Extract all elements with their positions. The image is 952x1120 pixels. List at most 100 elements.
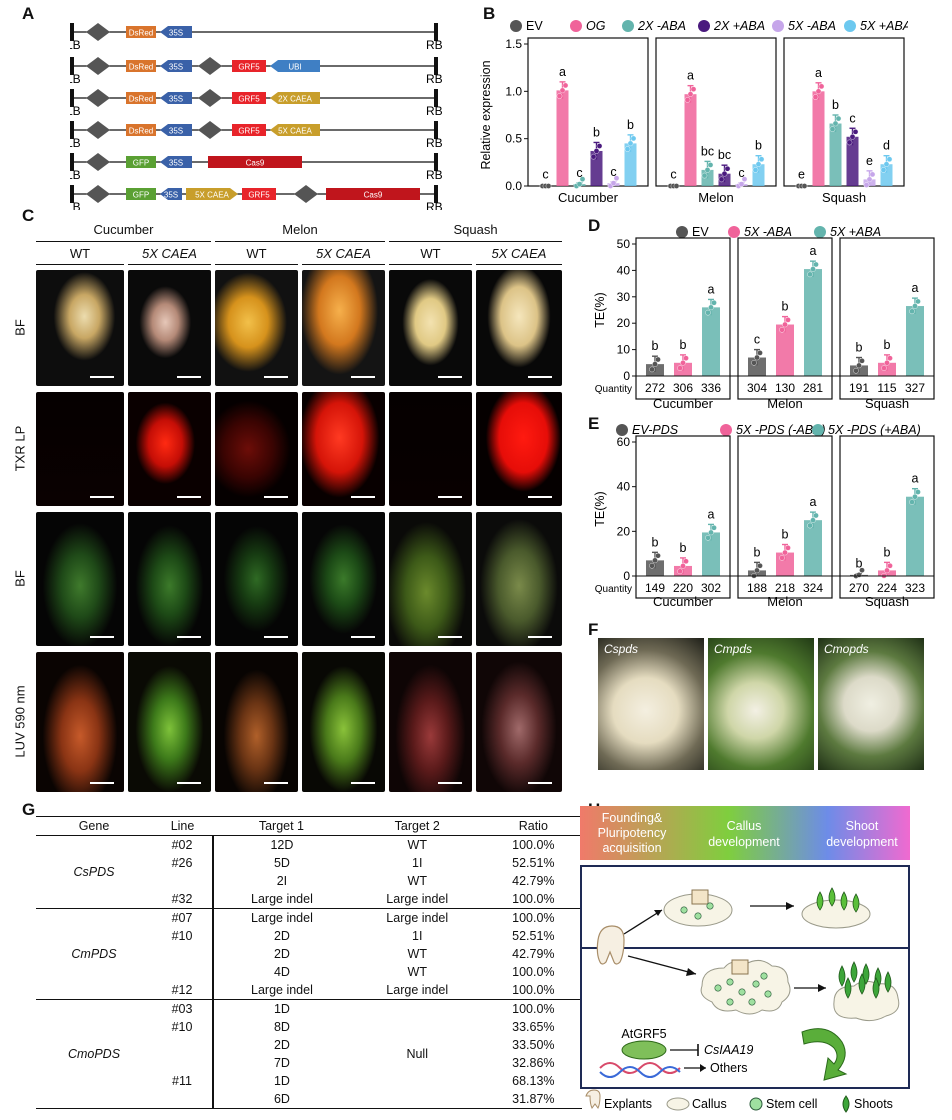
photo-cmopds: Cmopds	[818, 638, 924, 770]
condition-rule	[302, 264, 385, 266]
significance-letter: a	[810, 244, 817, 258]
feature-label-dsred: DsRed	[129, 95, 153, 104]
scale-bar	[264, 782, 288, 784]
data-point	[701, 172, 708, 179]
bar	[776, 324, 794, 376]
t2-cell: Large indel	[349, 890, 485, 909]
t2-cell: WT	[407, 838, 427, 852]
condition-rule	[389, 264, 472, 266]
t1-cell: 2D	[273, 947, 290, 961]
legend-label: 5X -PDS (-ABA)	[736, 423, 826, 437]
scale-bar	[528, 782, 552, 784]
significance-letter: b	[856, 557, 863, 571]
quantity-label: Quantity	[595, 384, 632, 395]
quantity-value: 327	[905, 381, 925, 395]
data-point	[915, 298, 921, 305]
feature-label-35s: 35S	[169, 29, 183, 38]
feature-dsred	[126, 26, 156, 38]
condition-rule	[215, 264, 298, 266]
data-point	[866, 176, 873, 183]
header-ratio: Ratio	[484, 816, 582, 836]
t1-cell: 4D	[273, 965, 290, 979]
table-row: CmPDS #07 Large indel Large indel 100.0%	[36, 908, 582, 1000]
significance-letter: c	[542, 168, 548, 182]
condition-rule	[128, 264, 211, 266]
feature-label-35s: 35S	[169, 159, 183, 168]
data-point	[711, 299, 717, 306]
t1-cell: Large indel	[251, 911, 313, 925]
data-point	[853, 367, 859, 374]
arrowhead	[818, 984, 826, 992]
significance-letter: b	[856, 341, 863, 355]
quantity-value: 324	[803, 581, 823, 595]
bar	[804, 520, 822, 576]
legend-marker	[676, 226, 688, 238]
feature-dsred	[126, 92, 156, 104]
stem-cell-icon	[714, 984, 722, 992]
data-point	[869, 171, 876, 178]
table-row: CsPDS #02 12D WT 100.0%	[36, 835, 582, 909]
lb-label: LB	[70, 38, 81, 52]
dna-strand	[599, 1062, 681, 1074]
y-axis-label: TE(%)	[593, 292, 607, 327]
data-point	[887, 562, 893, 569]
data-point	[677, 365, 683, 371]
line-cell: #10	[151, 927, 215, 945]
data-point	[677, 568, 683, 575]
group-label: Squash	[822, 190, 866, 205]
significance-letter: b	[652, 535, 659, 549]
scale-bar	[177, 496, 201, 498]
y-tick-label: 1.0	[505, 84, 522, 98]
t1-cell: 2D	[273, 929, 290, 943]
t2-cell: WT	[407, 965, 427, 979]
condition-header: 5X CAEA	[316, 246, 371, 261]
quantity-value: 336	[701, 381, 721, 395]
group-label: Cucumber	[653, 594, 714, 609]
ratio-cell: 68.13%	[512, 1074, 555, 1088]
shoot-icon	[844, 977, 852, 999]
condition-rule	[36, 264, 124, 266]
significance-letter: b	[884, 338, 891, 352]
scale-bar	[351, 496, 375, 498]
significance-letter: a	[810, 495, 817, 509]
panel-a-constructs: LB RB DsRed 35S LB RB DsRed 35S GRF5 UBI LB RB DsRed…	[70, 23, 443, 210]
y-tick-label: 40	[617, 263, 631, 277]
legend-label: Shoots	[854, 1097, 893, 1111]
feature-label-5x-caea: 5X CAEA	[278, 127, 312, 136]
stem-cell-icon	[760, 972, 768, 980]
bar	[702, 307, 720, 376]
scale-bar	[90, 636, 114, 638]
shoot-icon	[850, 961, 858, 983]
header-line: Line	[151, 816, 214, 836]
table-row: 6D 31.87%	[36, 1090, 582, 1109]
data-point	[915, 489, 921, 495]
feature-dsred	[126, 60, 156, 72]
feature-label-35s: 35S	[169, 95, 183, 104]
quantity-value: 323	[905, 581, 925, 595]
quantity-value: 220	[673, 581, 693, 595]
panel-f-photos: Cspds Cmpds Cmopds	[598, 638, 924, 770]
significance-letter: c	[576, 166, 582, 180]
data-point	[613, 175, 620, 181]
data-point	[610, 180, 617, 186]
feature-label-35s: 35S	[164, 191, 178, 200]
data-point	[755, 161, 762, 168]
data-point	[683, 355, 689, 361]
t1-cell: 1D	[273, 1074, 290, 1088]
t2-cell: 1I	[412, 856, 423, 870]
data-point	[576, 181, 583, 187]
t2-cell: WT	[407, 947, 427, 961]
line-cell: #02	[151, 835, 215, 854]
significance-letter: c	[754, 333, 760, 347]
legend-label: EV-PDS	[632, 423, 679, 437]
explant-piece	[731, 959, 749, 975]
legend-marker	[622, 20, 634, 32]
quantity-value: 191	[849, 381, 869, 395]
quantity-value: 115	[877, 381, 896, 395]
legend-marker	[616, 424, 628, 436]
data-point	[704, 167, 711, 173]
feature-label-grf5: GRF5	[238, 95, 260, 104]
quantity-value: 306	[673, 381, 693, 395]
t1-cell: 12D	[270, 838, 294, 852]
legend-marker	[510, 20, 522, 32]
